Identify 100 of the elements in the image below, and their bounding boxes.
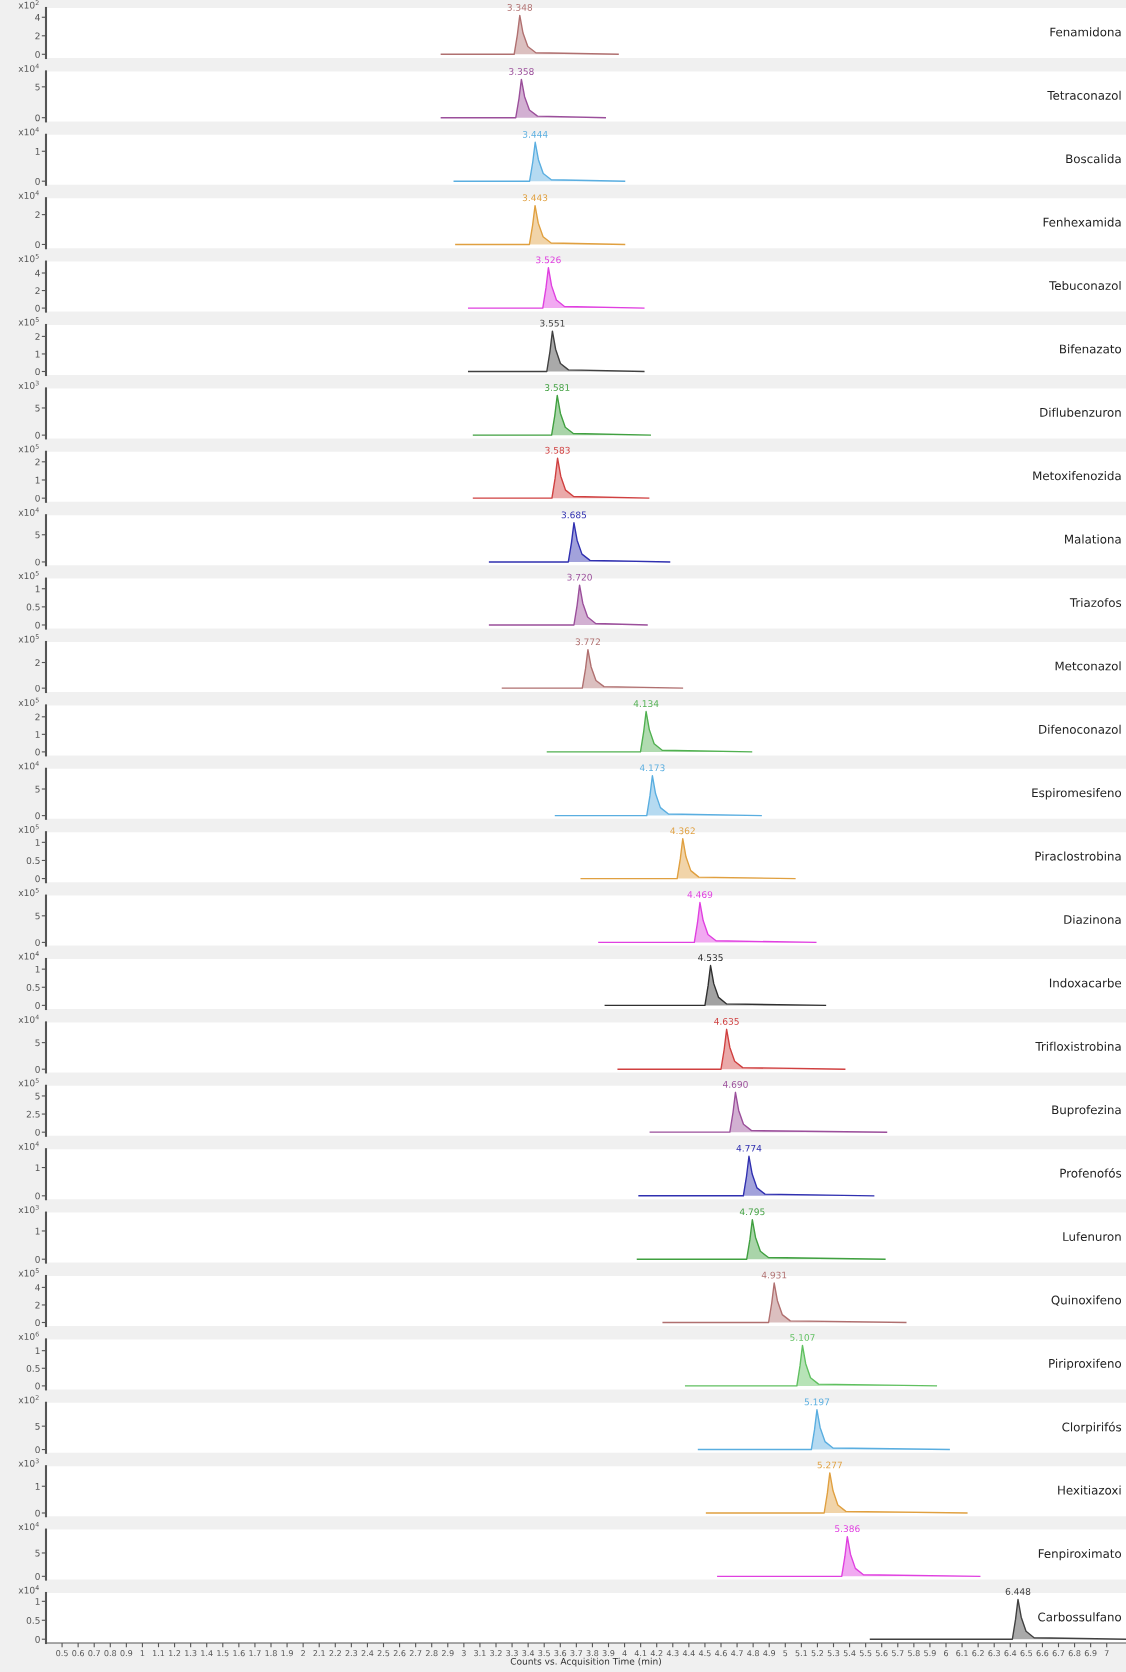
annotation: Metoxifenozida — [1033, 471, 1121, 481]
y-axis-title: x10$^{4}$ — [18, 1521, 39, 1531]
x-tick-label: 5.4 — [843, 1650, 856, 1657]
y-tick-label: 0 — [35, 51, 40, 58]
x-axis-title: Counts vs. Acquisition Time (min) — [510, 1657, 661, 1667]
x-tick-label: 4 — [622, 1650, 627, 1657]
annotation: Triazofos — [1069, 597, 1122, 608]
y-axis-title: x10$^{5}$ — [18, 253, 39, 263]
y-tick-label: 0 — [35, 1509, 40, 1517]
y-axis-title: x10$^{4}$ — [18, 951, 39, 960]
y-tick-label: 1 — [35, 148, 40, 155]
x-tick-label: 1.8 — [265, 1650, 277, 1657]
y-tick-label: 0.5 — [26, 603, 40, 611]
x-tick-label: 2.9 — [441, 1650, 454, 1657]
y-tick-label: 5 — [35, 83, 40, 91]
x-tick-label: 3.7 — [570, 1650, 583, 1657]
y-tick-label: 4 — [35, 14, 40, 21]
y-tick-label: 0 — [35, 368, 40, 376]
annotation: Lufenuron — [1063, 1231, 1121, 1242]
annotation: 3.583 — [545, 446, 570, 454]
y-tick-label: 1 — [35, 476, 40, 484]
annotation: 5.386 — [835, 1525, 860, 1533]
x-tick-label: 3.9 — [602, 1650, 615, 1657]
annotation: 4.795 — [739, 1208, 765, 1216]
y-tick-label: 2.5 — [26, 1110, 40, 1118]
y-tick-label: 0 — [35, 494, 40, 502]
x-tick-label: 6.9 — [1084, 1650, 1097, 1657]
annotation: 3.581 — [545, 384, 570, 391]
x-tick-label: 4.8 — [747, 1650, 759, 1657]
x-tick-label: 0.9 — [120, 1650, 133, 1657]
annotation: Bifenazato — [1060, 344, 1122, 354]
x-tick-label: 4.5 — [698, 1650, 711, 1657]
y-tick-label: 1 — [35, 585, 40, 593]
x-tick-label: 3.4 — [522, 1650, 535, 1657]
x-tick-label: 1.7 — [249, 1650, 261, 1657]
y-axis-title: x10$^{5}$ — [18, 444, 39, 453]
y-axis-title: x10$^{5}$ — [18, 1268, 39, 1277]
annotation: 3.551 — [540, 319, 565, 327]
y-tick-label: 5 — [35, 912, 40, 920]
annotation: Espiromesifeno — [1032, 788, 1122, 800]
x-tick-label: 6.7 — [1052, 1650, 1065, 1657]
x-tick-label: 3.2 — [490, 1650, 502, 1657]
x-tick-label: 1.9 — [281, 1650, 293, 1657]
annotation: Malationa — [1065, 534, 1121, 544]
x-tick-label: 1.2 — [169, 1650, 181, 1657]
y-tick-label: 2 — [35, 458, 40, 466]
x-tick-label: 4.6 — [714, 1650, 727, 1657]
y-axis-title: x10$^{5}$ — [18, 1078, 39, 1087]
annotation: 3.443 — [522, 194, 548, 202]
y-axis-title: x10$^{4}$ — [18, 190, 39, 199]
annotation: Clorpirifós — [1062, 1421, 1122, 1434]
x-tick-label: 0.5 — [56, 1650, 68, 1657]
y-tick-label: 0 — [35, 621, 40, 629]
x-tick-label: 5 — [783, 1650, 788, 1657]
x-tick-label: 4.2 — [650, 1650, 663, 1657]
x-tick-label: 2.1 — [313, 1650, 325, 1657]
annotation: 3.526 — [536, 256, 561, 264]
annotation: Profenofós — [1060, 1168, 1122, 1178]
y-tick-label: 0.5 — [26, 983, 40, 991]
x-tick-label: 2.8 — [425, 1650, 438, 1657]
annotation: 5.197 — [804, 1398, 830, 1406]
x-tick-label: 4.4 — [682, 1650, 695, 1657]
x-tick-label: 4.7 — [731, 1650, 743, 1657]
y-tick-label: 2 — [35, 1301, 40, 1309]
x-tick-label: 6.5 — [1020, 1650, 1033, 1657]
y-tick-label: 0 — [35, 1255, 40, 1263]
y-tick-label: 0 — [35, 558, 40, 566]
x-tick-label: 2.6 — [393, 1650, 406, 1657]
annotation: Metconazol — [1055, 661, 1121, 671]
annotation: 4.535 — [698, 954, 723, 961]
y-tick-label: 1 — [35, 350, 40, 358]
y-axis-title: x10$^{2}$ — [18, 1395, 39, 1404]
y-tick-label: 0 — [35, 812, 40, 820]
y-tick-label: 5 — [35, 785, 40, 793]
annotation: Fenpiroximato — [1038, 1548, 1122, 1561]
y-tick-label: 0 — [35, 304, 40, 312]
annotation: Buprofezina — [1052, 1105, 1121, 1117]
x-tick-label: 6.6 — [1036, 1650, 1049, 1657]
annotation: 4.362 — [670, 827, 695, 835]
x-tick-label: 2.5 — [377, 1650, 390, 1657]
y-axis-title: x10$^{5}$ — [18, 317, 39, 326]
x-tick-label: 4.1 — [634, 1650, 647, 1657]
y-axis-title: x10$^{3}$ — [18, 1204, 39, 1214]
y-axis-title: x10$^{5}$ — [18, 697, 39, 706]
y-axis-title: x10$^{5}$ — [18, 634, 39, 643]
y-axis-title: x10$^{4}$ — [18, 507, 39, 516]
annotation: Diflubenzuron — [1040, 407, 1121, 417]
y-tick-label: 0.5 — [26, 1365, 40, 1372]
y-tick-label: 0 — [35, 1635, 40, 1643]
x-tick-label: 5.7 — [892, 1650, 904, 1657]
y-tick-label: 0.5 — [26, 1617, 40, 1624]
y-tick-label: 0 — [35, 1382, 40, 1390]
y-tick-label: 4 — [35, 269, 40, 277]
x-tick-label: 6.3 — [988, 1650, 1000, 1657]
y-axis-title: x10$^{5}$ — [18, 570, 39, 580]
annotation: 4.690 — [722, 1080, 748, 1088]
x-tick-label: 6.4 — [1004, 1650, 1017, 1657]
x-tick-label: 5.3 — [827, 1650, 840, 1657]
annotation: Carbossulfano — [1038, 1612, 1122, 1622]
annotation: Fenamidona — [1050, 27, 1121, 37]
